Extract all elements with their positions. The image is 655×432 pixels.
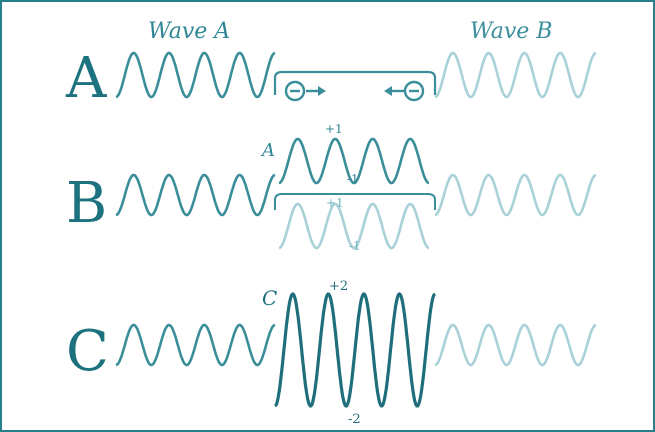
wave-a-left [115, 173, 276, 217]
charge-left-moving [384, 80, 425, 102]
charge-right-moving [284, 80, 326, 102]
wave-a-title: Wave A [148, 19, 230, 44]
overlap-wave-a [278, 137, 430, 185]
overlap-bracket [274, 193, 436, 210]
wave-b-title: Wave B [470, 19, 552, 44]
resultant-wave [274, 292, 436, 408]
approach-bracket [273, 70, 437, 95]
arrow-right-icon [306, 86, 326, 96]
row-letter-b: B [66, 171, 107, 236]
overlap-wave-a-label: A [260, 140, 275, 161]
resultant-wave-label: C [262, 286, 277, 310]
top-peak-label: +1 [325, 122, 343, 136]
resultant-trough-label: -2 [348, 412, 361, 427]
wave-b-right [434, 51, 597, 99]
wave-b-right [434, 173, 597, 217]
bottom-peak-label: +1 [326, 196, 344, 210]
overlap-wave-b [278, 202, 430, 250]
arrow-left-icon [384, 86, 404, 96]
row-b: A +1 -1 +1 -1 [115, 122, 597, 253]
row-letter-c: C [66, 319, 109, 384]
wave-a-left [115, 51, 276, 99]
row-letter-a: A [65, 46, 107, 111]
row-a [115, 51, 597, 102]
wave-a-left [115, 323, 276, 367]
row-c: C +2 -2 [115, 279, 597, 427]
bottom-trough-label: -1 [349, 239, 361, 253]
top-trough-label: -1 [347, 172, 359, 186]
wave-b-right [434, 323, 597, 367]
resultant-peak-label: +2 [329, 279, 348, 294]
